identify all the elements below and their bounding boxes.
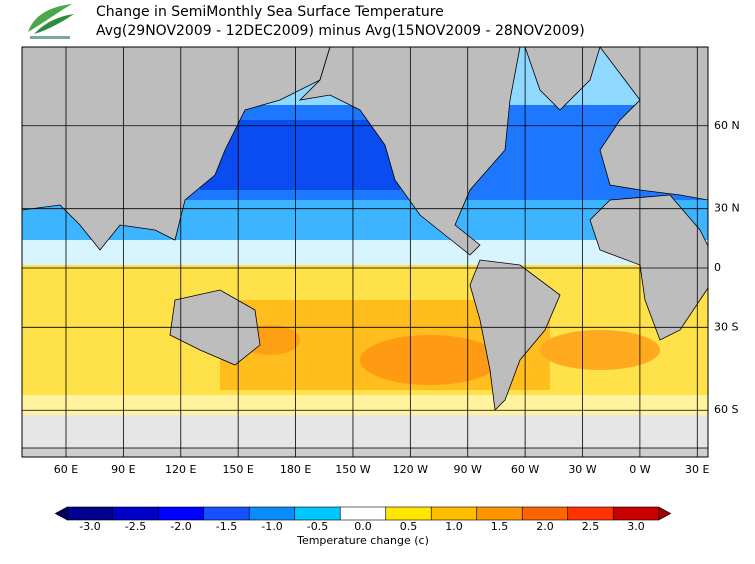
colorbar-tick-label: 1.5	[491, 520, 509, 533]
lon-label: 60 E	[54, 463, 78, 476]
colorbar-swatch	[385, 506, 432, 521]
lon-label: 120 E	[165, 463, 196, 476]
colorbar-tick-label: -2.0	[170, 520, 191, 533]
map-frame	[21, 46, 709, 458]
colorbar-swatch	[112, 506, 159, 521]
colorbar-tick-label: 0.0	[354, 520, 372, 533]
title: Change in SemiMonthly Sea Surface Temper…	[96, 4, 444, 20]
lon-label: 150 W	[335, 463, 370, 476]
colorbar-swatch	[339, 506, 387, 521]
colorbar-swatch	[612, 506, 660, 521]
colorbar-tick-label: 3.0	[627, 520, 645, 533]
lat-label: 30 N	[714, 202, 740, 215]
colorbar-tick-label: 0.5	[400, 520, 418, 533]
colorbar-title: Temperature change (c)	[296, 534, 429, 547]
lon-label: 90 E	[111, 463, 135, 476]
lon-label: 0 W	[629, 463, 650, 476]
lon-label: 90 W	[454, 463, 482, 476]
colorbar-swatch	[430, 506, 478, 521]
lat-label: 0	[714, 261, 721, 274]
colorbar-under	[54, 506, 68, 521]
colorbar-swatch	[203, 506, 250, 521]
lon-label: 60 W	[511, 463, 539, 476]
lon-label: 180 E	[280, 463, 311, 476]
colorbar-tick-label: 2.0	[536, 520, 554, 533]
colorbar-swatch	[521, 506, 569, 521]
colorbar-swatch	[476, 506, 523, 521]
lon-label: 120 W	[393, 463, 428, 476]
colorbar: -3.0 -2.5 -2.0 -1.5 -1.0 -0.5 0.0 0.5 1.0 1.5 2.0 2…	[54, 506, 672, 533]
colorbar-tick-label: -0.5	[307, 520, 328, 533]
colorbar-swatch	[157, 506, 205, 521]
lon-label: 30 W	[568, 463, 596, 476]
colorbar-over	[658, 506, 672, 521]
lat-label: 30 S	[714, 320, 738, 333]
colorbar-tick-label: -1.5	[216, 520, 237, 533]
colorbar-swatch	[248, 506, 296, 521]
graticule: 60 E 90 E 120 E 150 E 180 E 150 W 120 W 90 W 60 …	[22, 47, 740, 476]
colorbar-tick-label: -1.0	[261, 520, 282, 533]
colorbar-swatch	[294, 506, 341, 521]
subtitle: Avg(29NOV2009 - 12DEC2009) minus Avg(15N…	[96, 23, 585, 39]
colorbar-swatch	[66, 506, 114, 521]
colorbar-swatch	[567, 506, 614, 521]
lon-label: 150 E	[222, 463, 253, 476]
lat-label: 60 N	[714, 119, 740, 132]
logo	[28, 4, 74, 39]
colorbar-tick-label: -2.5	[125, 520, 146, 533]
colorbar-tick-label: 1.0	[445, 520, 463, 533]
colorbar-tick-label: 2.5	[582, 520, 600, 533]
lat-label: 60 S	[714, 403, 738, 416]
colorbar-tick-label: -3.0	[79, 520, 100, 533]
lon-label: 30 E	[685, 463, 709, 476]
